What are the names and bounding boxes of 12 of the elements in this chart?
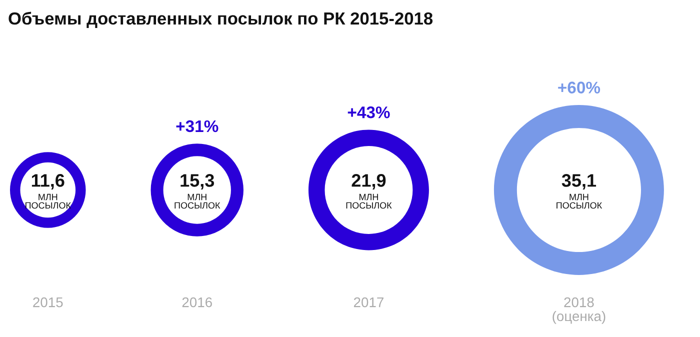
data-label: 11,6 МЛН ПОСЫЛОК xyxy=(25,174,71,209)
category-label: 2018 (оценка) xyxy=(552,297,606,324)
text: +43% xyxy=(348,106,390,118)
text: +31% xyxy=(176,120,218,132)
text: Объемы доставленных посылок по РК 2015-2018 xyxy=(8,12,433,28)
category-label: 2017 xyxy=(354,297,384,308)
category-label: 2015 xyxy=(33,297,63,308)
data-label: 21,9 МЛН ПОСЫЛОК xyxy=(346,174,392,209)
category-label: 2016 xyxy=(182,297,212,308)
text: +60% xyxy=(558,82,600,94)
data-label: 35,1 МЛН ПОСЫЛОК xyxy=(556,174,602,209)
data-label: 15,3 МЛН ПОСЫЛОК xyxy=(174,174,220,209)
